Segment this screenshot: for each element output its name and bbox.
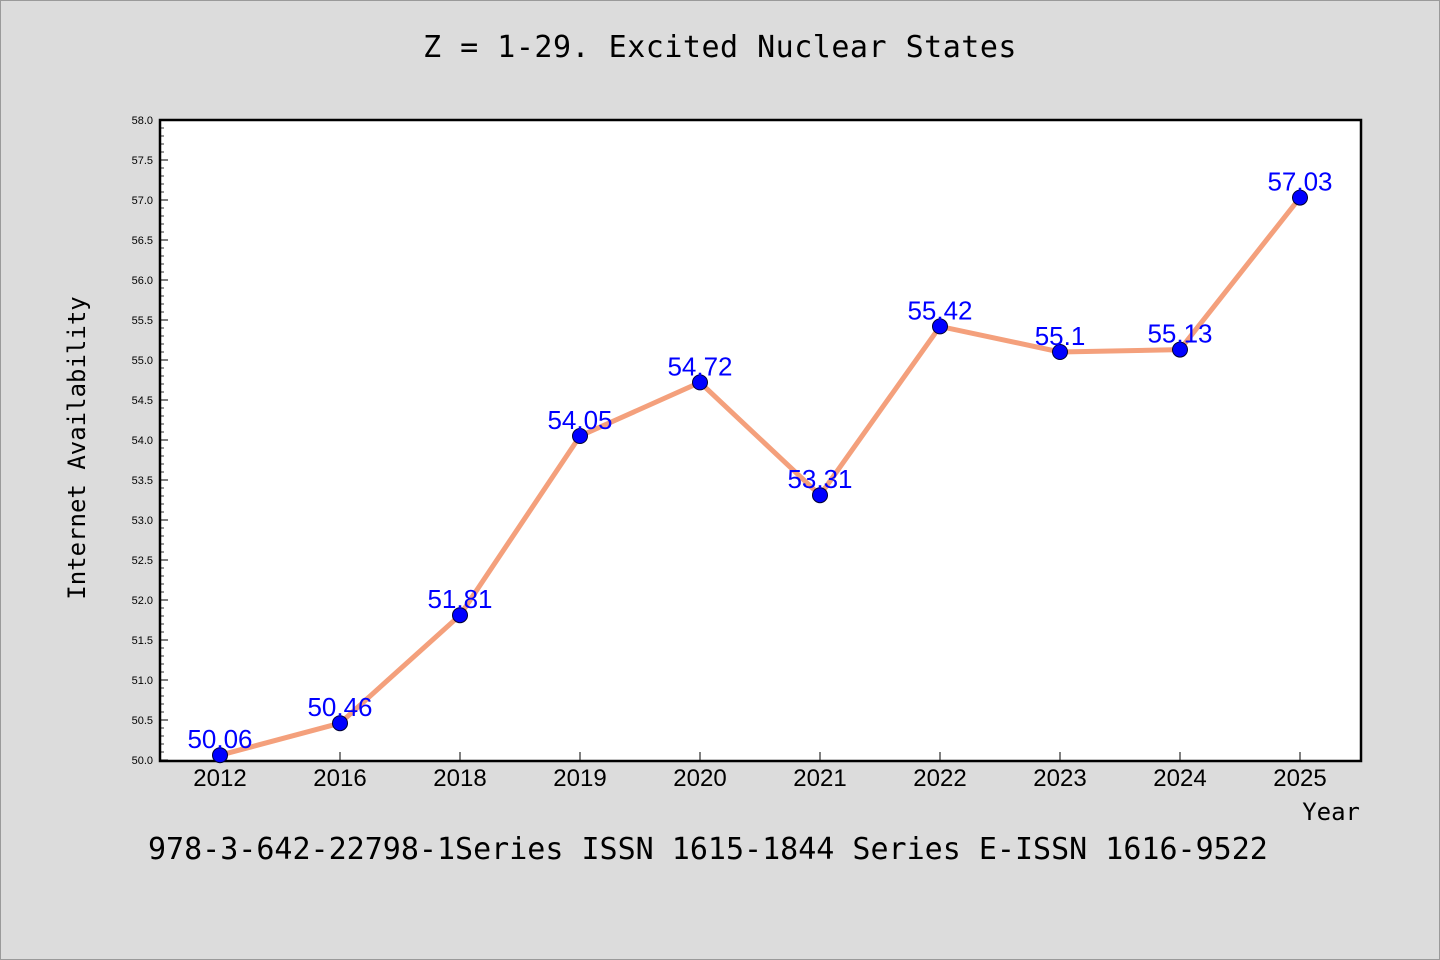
y-tick-label: 54.5 bbox=[132, 395, 153, 407]
x-tick-label: 2024 bbox=[1153, 765, 1206, 792]
x-tick-label: 2022 bbox=[913, 765, 966, 792]
y-tick-label: 52.5 bbox=[132, 555, 153, 567]
y-tick-label: 54.0 bbox=[132, 435, 153, 447]
x-tick-label: 2018 bbox=[433, 765, 486, 792]
x-tick-label: 2023 bbox=[1033, 765, 1086, 792]
data-point bbox=[212, 747, 228, 764]
x-tick-label: 2021 bbox=[793, 765, 846, 792]
data-point bbox=[332, 715, 348, 732]
data-label: 51.81 bbox=[427, 584, 492, 614]
x-tick-label: 2025 bbox=[1273, 765, 1326, 792]
data-point bbox=[1172, 341, 1188, 358]
series-line bbox=[217, 195, 1303, 758]
y-tick-label: 51.5 bbox=[132, 635, 153, 647]
x-axis: 2012 2016 2018 2019 2020 2021 2022 2023 2024 2025 bbox=[193, 752, 1327, 792]
data-point bbox=[1052, 344, 1068, 360]
y-tick-label: 52.0 bbox=[132, 595, 153, 607]
isbn-caption: 978-3-642-22798-1Series ISSN 1615-1844 S… bbox=[148, 832, 1268, 867]
y-tick-label: 51.0 bbox=[132, 675, 153, 687]
y-tick-label: 55.5 bbox=[132, 315, 153, 327]
x-axis-label: Year bbox=[1302, 798, 1360, 826]
data-point bbox=[812, 487, 828, 504]
y-tick-label: 57.5 bbox=[132, 155, 153, 167]
data-label: 54.05 bbox=[547, 405, 612, 435]
data-points bbox=[212, 189, 1308, 764]
data-labels: 50.06 50.46 51.81 54.05 54.72 53.31 55.42 55.1 5… bbox=[187, 167, 1332, 755]
data-point bbox=[1292, 189, 1308, 206]
data-label: 50.06 bbox=[187, 724, 252, 754]
y-axis-label: Internet Availability bbox=[63, 296, 91, 599]
data-point bbox=[452, 607, 468, 624]
x-tick-label: 2020 bbox=[673, 765, 726, 792]
y-tick-label: 58.0 bbox=[132, 115, 153, 127]
y-tick-label: 56.0 bbox=[132, 275, 153, 287]
x-tick-label: 2019 bbox=[553, 765, 606, 792]
data-point bbox=[692, 374, 708, 391]
y-tick-label: 53.5 bbox=[132, 475, 153, 487]
y-tick-label: 57.0 bbox=[132, 195, 153, 207]
y-tick-label: 50.5 bbox=[132, 715, 153, 727]
x-tick-label: 2016 bbox=[313, 765, 366, 792]
data-point bbox=[572, 428, 588, 444]
y-axis: 50.0 50.5 51.0 51.5 52.0 52.5 53.0 53.5 54.0 54.5… bbox=[132, 115, 168, 767]
data-point bbox=[932, 318, 948, 335]
data-label: 55.42 bbox=[907, 295, 972, 325]
x-tick-label: 2012 bbox=[193, 765, 246, 792]
data-label: 55.1 bbox=[1035, 321, 1086, 351]
chart-title: Z = 1-29. Excited Nuclear States bbox=[423, 30, 1017, 65]
data-label: 57.03 bbox=[1267, 167, 1332, 197]
data-label: 54.72 bbox=[667, 351, 732, 381]
y-tick-label: 56.5 bbox=[132, 235, 153, 247]
y-tick-label: 55.0 bbox=[132, 355, 153, 367]
data-label: 53.31 bbox=[787, 464, 852, 494]
data-label: 50.46 bbox=[307, 692, 372, 722]
data-label: 55.13 bbox=[1147, 319, 1212, 349]
y-tick-label: 53.0 bbox=[132, 515, 153, 527]
series-line-group bbox=[217, 195, 1303, 758]
y-tick-label: 50.0 bbox=[132, 755, 153, 767]
